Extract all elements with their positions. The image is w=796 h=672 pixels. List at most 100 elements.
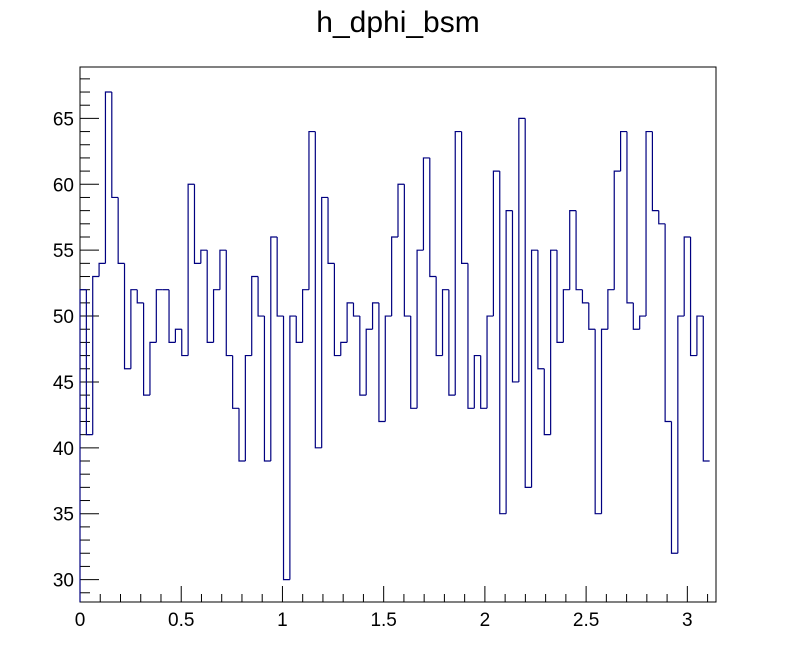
histogram-bin bbox=[219, 249, 227, 290]
histogram-bin bbox=[486, 315, 494, 409]
histogram-bin bbox=[143, 302, 150, 396]
x-axis-labels: 0 0.5 1 1.5 2 2.5 3 bbox=[75, 610, 693, 631]
histogram-bin bbox=[238, 408, 246, 462]
histogram-bin bbox=[321, 196, 329, 448]
histogram-bin bbox=[569, 210, 577, 290]
histogram-bin bbox=[359, 316, 367, 396]
histogram-bin bbox=[378, 302, 386, 423]
y-axis-ticks bbox=[80, 78, 99, 594]
histogram-bin bbox=[550, 249, 557, 435]
x-tick-label: 1.5 bbox=[370, 610, 396, 631]
histogram-bin bbox=[270, 236, 278, 462]
x-tick-label: 2 bbox=[480, 610, 491, 631]
histogram-bin bbox=[181, 329, 189, 357]
x-tick-label: 0.5 bbox=[168, 610, 194, 631]
x-tick-label: 2.5 bbox=[573, 610, 599, 631]
histogram-bin bbox=[537, 250, 545, 370]
histogram-bin bbox=[340, 341, 348, 356]
histogram-bin bbox=[263, 316, 271, 462]
histogram-bin bbox=[613, 170, 621, 290]
histogram-bin bbox=[187, 183, 195, 356]
y-tick-label: 60 bbox=[53, 175, 74, 196]
histogram-bin bbox=[677, 315, 685, 554]
histogram-bin bbox=[212, 289, 220, 343]
histogram-bin bbox=[499, 171, 507, 515]
histogram-bin bbox=[314, 131, 322, 449]
histogram-bin bbox=[302, 289, 309, 343]
histogram-bin bbox=[410, 316, 418, 409]
histogram-bin bbox=[352, 302, 360, 317]
histogram-bin bbox=[416, 249, 424, 409]
x-tick-label: 3 bbox=[682, 610, 693, 631]
histogram-bin bbox=[461, 131, 468, 264]
histogram-bin bbox=[98, 262, 106, 277]
histogram-bin bbox=[473, 354, 481, 409]
histogram-bin bbox=[85, 289, 93, 436]
histogram-bin bbox=[174, 328, 182, 343]
histogram-bin bbox=[454, 130, 462, 396]
histogram-bin bbox=[384, 315, 392, 422]
histogram-bin bbox=[448, 289, 456, 396]
x-axis-ticks bbox=[79, 586, 709, 602]
y-tick-label: 40 bbox=[53, 439, 74, 460]
histogram-bin bbox=[467, 263, 475, 409]
y-tick-label: 45 bbox=[53, 373, 74, 394]
histogram-bin bbox=[327, 197, 335, 264]
histogram-bin bbox=[575, 210, 583, 291]
histogram-bin bbox=[620, 130, 627, 172]
histogram-bin bbox=[422, 157, 430, 251]
histogram-bin bbox=[524, 118, 532, 488]
histogram-bin bbox=[397, 183, 405, 237]
histogram-bin bbox=[518, 117, 526, 382]
y-tick-label: 55 bbox=[53, 241, 74, 262]
histogram-bin bbox=[289, 315, 297, 580]
histogram-bin bbox=[639, 315, 647, 330]
histogram-bin bbox=[600, 328, 608, 514]
histogram-bin bbox=[645, 130, 653, 317]
y-tick-label: 65 bbox=[53, 109, 74, 130]
histogram-bin bbox=[581, 289, 589, 304]
histogram-bin bbox=[511, 210, 519, 383]
histogram-bin bbox=[632, 302, 640, 330]
histogram-bin bbox=[282, 316, 290, 581]
histogram-bin bbox=[696, 315, 704, 356]
histogram-bin bbox=[200, 249, 208, 264]
histogram-bin bbox=[295, 316, 303, 344]
histogram-bin bbox=[130, 289, 138, 369]
histogram-bin bbox=[251, 275, 259, 356]
histogram-bin bbox=[371, 302, 379, 330]
histogram-bin bbox=[333, 263, 341, 357]
histogram-bin bbox=[403, 184, 411, 317]
histogram-bin bbox=[168, 289, 176, 344]
histogram-bin bbox=[530, 249, 538, 488]
histogram-bin bbox=[594, 329, 602, 515]
histogram-bin bbox=[391, 236, 398, 317]
histogram-bin bbox=[607, 289, 615, 330]
histogram-bin bbox=[232, 355, 239, 409]
histogram-bin bbox=[79, 289, 87, 602]
histogram-bin bbox=[670, 421, 678, 554]
y-axis-labels: 30 35 40 45 50 55 60 65 bbox=[53, 109, 74, 591]
histogram-bin bbox=[92, 275, 100, 435]
histogram-bin bbox=[689, 236, 697, 357]
histogram-bin bbox=[136, 289, 144, 304]
histogram-bin bbox=[257, 276, 265, 317]
x-tick-label: 1 bbox=[277, 610, 288, 631]
y-tick-label: 35 bbox=[53, 505, 74, 526]
histogram-bin bbox=[111, 92, 119, 199]
histogram-bin bbox=[117, 197, 125, 264]
histogram-bin bbox=[543, 368, 551, 436]
y-tick-label: 30 bbox=[53, 571, 74, 592]
histogram-bin bbox=[702, 316, 710, 462]
histogram-bin bbox=[658, 210, 666, 225]
chart-title: h_dphi_bsm bbox=[316, 6, 479, 39]
histogram-bin bbox=[155, 289, 163, 343]
histogram-bin bbox=[193, 184, 201, 264]
histogram-bin bbox=[104, 91, 112, 264]
histogram-bin bbox=[276, 236, 284, 317]
histogram-bin bbox=[562, 289, 570, 343]
histogram-bin bbox=[588, 302, 596, 330]
histogram-bin bbox=[308, 130, 316, 290]
histogram-bin bbox=[480, 355, 488, 409]
